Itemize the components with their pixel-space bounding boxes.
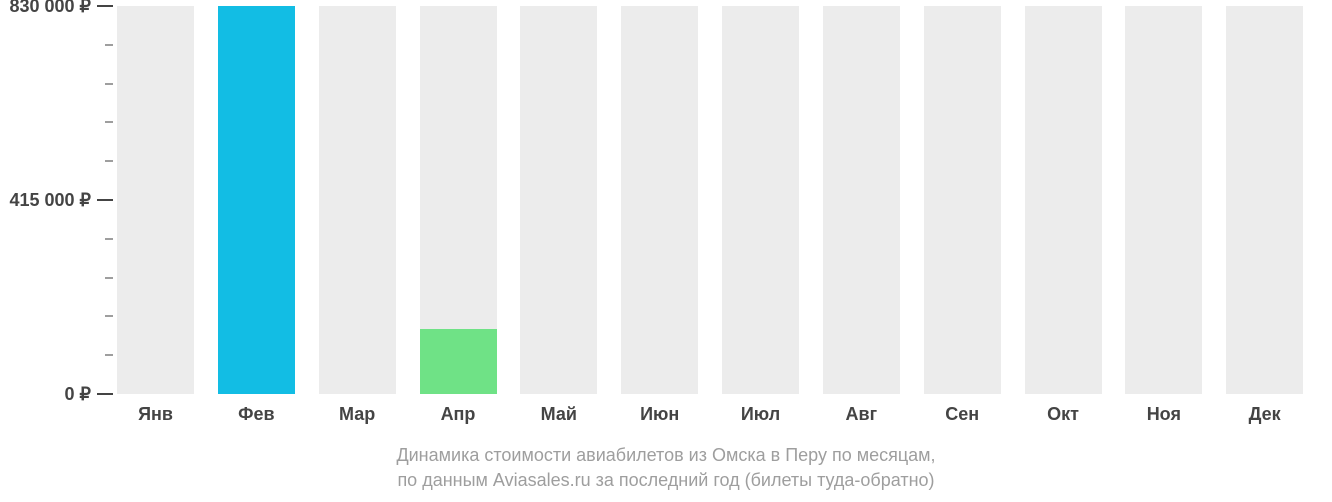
bar-slot bbox=[218, 6, 295, 394]
price-chart: 0 ₽415 000 ₽830 000 ₽ Динамика стоимости… bbox=[0, 0, 1332, 502]
bar-slot bbox=[621, 6, 698, 394]
y-axis-label: 415 000 ₽ bbox=[0, 191, 91, 209]
bar-background bbox=[1125, 6, 1202, 394]
x-axis-label: Июл bbox=[711, 404, 811, 425]
y-minor-tick bbox=[105, 83, 113, 85]
y-minor-tick bbox=[105, 44, 113, 46]
y-minor-tick bbox=[105, 160, 113, 162]
x-axis-label: Май bbox=[509, 404, 609, 425]
bar-slot bbox=[1125, 6, 1202, 394]
caption-line2: по данным Aviasales.ru за последний год … bbox=[0, 470, 1332, 491]
bar-value bbox=[218, 6, 295, 394]
plot-area bbox=[115, 6, 1325, 394]
bar-background bbox=[1025, 6, 1102, 394]
x-axis-label: Апр bbox=[408, 404, 508, 425]
y-minor-tick bbox=[105, 354, 113, 356]
x-axis-label: Янв bbox=[106, 404, 206, 425]
y-axis-label: 830 000 ₽ bbox=[0, 0, 91, 15]
x-axis-label: Мар bbox=[307, 404, 407, 425]
x-axis-label: Окт bbox=[1013, 404, 1113, 425]
y-minor-tick bbox=[105, 315, 113, 317]
bar-background bbox=[621, 6, 698, 394]
bar-background bbox=[319, 6, 396, 394]
bar-background bbox=[520, 6, 597, 394]
x-axis-label: Авг bbox=[811, 404, 911, 425]
bar-slot bbox=[924, 6, 1001, 394]
bar-background bbox=[924, 6, 1001, 394]
y-major-tick bbox=[97, 5, 113, 7]
bar-background bbox=[722, 6, 799, 394]
y-minor-tick bbox=[105, 277, 113, 279]
bar-slot bbox=[319, 6, 396, 394]
bar-slot bbox=[117, 6, 194, 394]
bar-slot bbox=[520, 6, 597, 394]
bar-background bbox=[1226, 6, 1303, 394]
x-axis-label: Сен bbox=[912, 404, 1012, 425]
bar-slot bbox=[722, 6, 799, 394]
y-minor-tick bbox=[105, 238, 113, 240]
bar-value bbox=[420, 329, 497, 394]
bar-background bbox=[823, 6, 900, 394]
x-axis-label: Дек bbox=[1215, 404, 1315, 425]
bar-background bbox=[117, 6, 194, 394]
bar-slot bbox=[1226, 6, 1303, 394]
y-axis-label: 0 ₽ bbox=[0, 385, 91, 403]
x-axis-label: Июн bbox=[610, 404, 710, 425]
bar-slot bbox=[1025, 6, 1102, 394]
y-minor-tick bbox=[105, 121, 113, 123]
y-axis: 0 ₽415 000 ₽830 000 ₽ bbox=[0, 6, 115, 394]
x-axis-label: Фев bbox=[206, 404, 306, 425]
caption-line1: Динамика стоимости авиабилетов из Омска … bbox=[0, 445, 1332, 466]
y-major-tick bbox=[97, 393, 113, 395]
x-axis-label: Ноя bbox=[1114, 404, 1214, 425]
bar-slot bbox=[823, 6, 900, 394]
bar-slot bbox=[420, 6, 497, 394]
y-major-tick bbox=[97, 199, 113, 201]
